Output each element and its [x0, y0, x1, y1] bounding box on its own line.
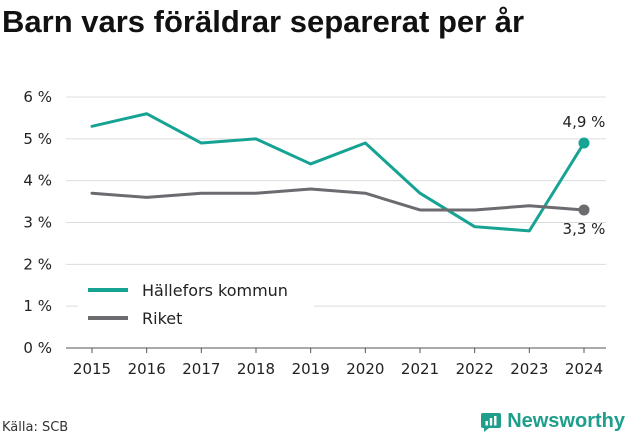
source-note: Källa: SCB [2, 420, 69, 435]
y-tick-label: 5 % [23, 130, 52, 148]
y-tick-label: 1 % [23, 297, 52, 315]
legend-background [78, 272, 314, 340]
end-point-marker [578, 137, 590, 149]
x-tick-label: 2017 [182, 360, 220, 378]
legend: Hällefors kommun Riket [78, 272, 314, 340]
end-value-label: 3,3 % [563, 220, 606, 238]
x-tick-label: 2018 [237, 360, 275, 378]
x-tick-label: 2020 [346, 360, 384, 378]
series-lines: 4,9 % 3,3 % [90, 112, 606, 238]
x-tick-label: 2016 [128, 360, 166, 378]
y-tick-label: 6 % [23, 88, 52, 106]
legend-label: Hällefors kommun [142, 281, 288, 300]
series-line-hallefors [90, 112, 586, 233]
y-tick-label: 4 % [23, 172, 52, 190]
x-axis: 2015 2016 2017 2018 2019 2020 2021 2022 2023 2024 [73, 348, 603, 378]
newsworthy-logo-icon [481, 412, 502, 432]
legend-label: Riket [142, 309, 182, 328]
chart-title: Barn vars föräldrar separerat per år [2, 4, 525, 39]
x-tick-label: 2019 [292, 360, 330, 378]
x-tick-label: 2021 [401, 360, 439, 378]
y-tick-label: 0 % [23, 339, 52, 357]
brand-logo: Newsworthy [480, 410, 625, 433]
series-line-riket [90, 187, 586, 212]
end-point-marker [578, 204, 590, 216]
x-tick-label: 2023 [510, 360, 548, 378]
y-tick-label: 3 % [23, 214, 52, 232]
brand-name: Newsworthy [507, 410, 625, 432]
x-tick-label: 2022 [456, 360, 494, 378]
y-axis: 0 % 1 % 2 % 3 % 4 % 5 % 6 % [23, 88, 52, 357]
x-tick-label: 2024 [565, 360, 603, 378]
end-value-label: 4,9 % [563, 113, 606, 131]
x-tick-label: 2015 [73, 360, 111, 378]
y-tick-label: 2 % [23, 255, 52, 273]
